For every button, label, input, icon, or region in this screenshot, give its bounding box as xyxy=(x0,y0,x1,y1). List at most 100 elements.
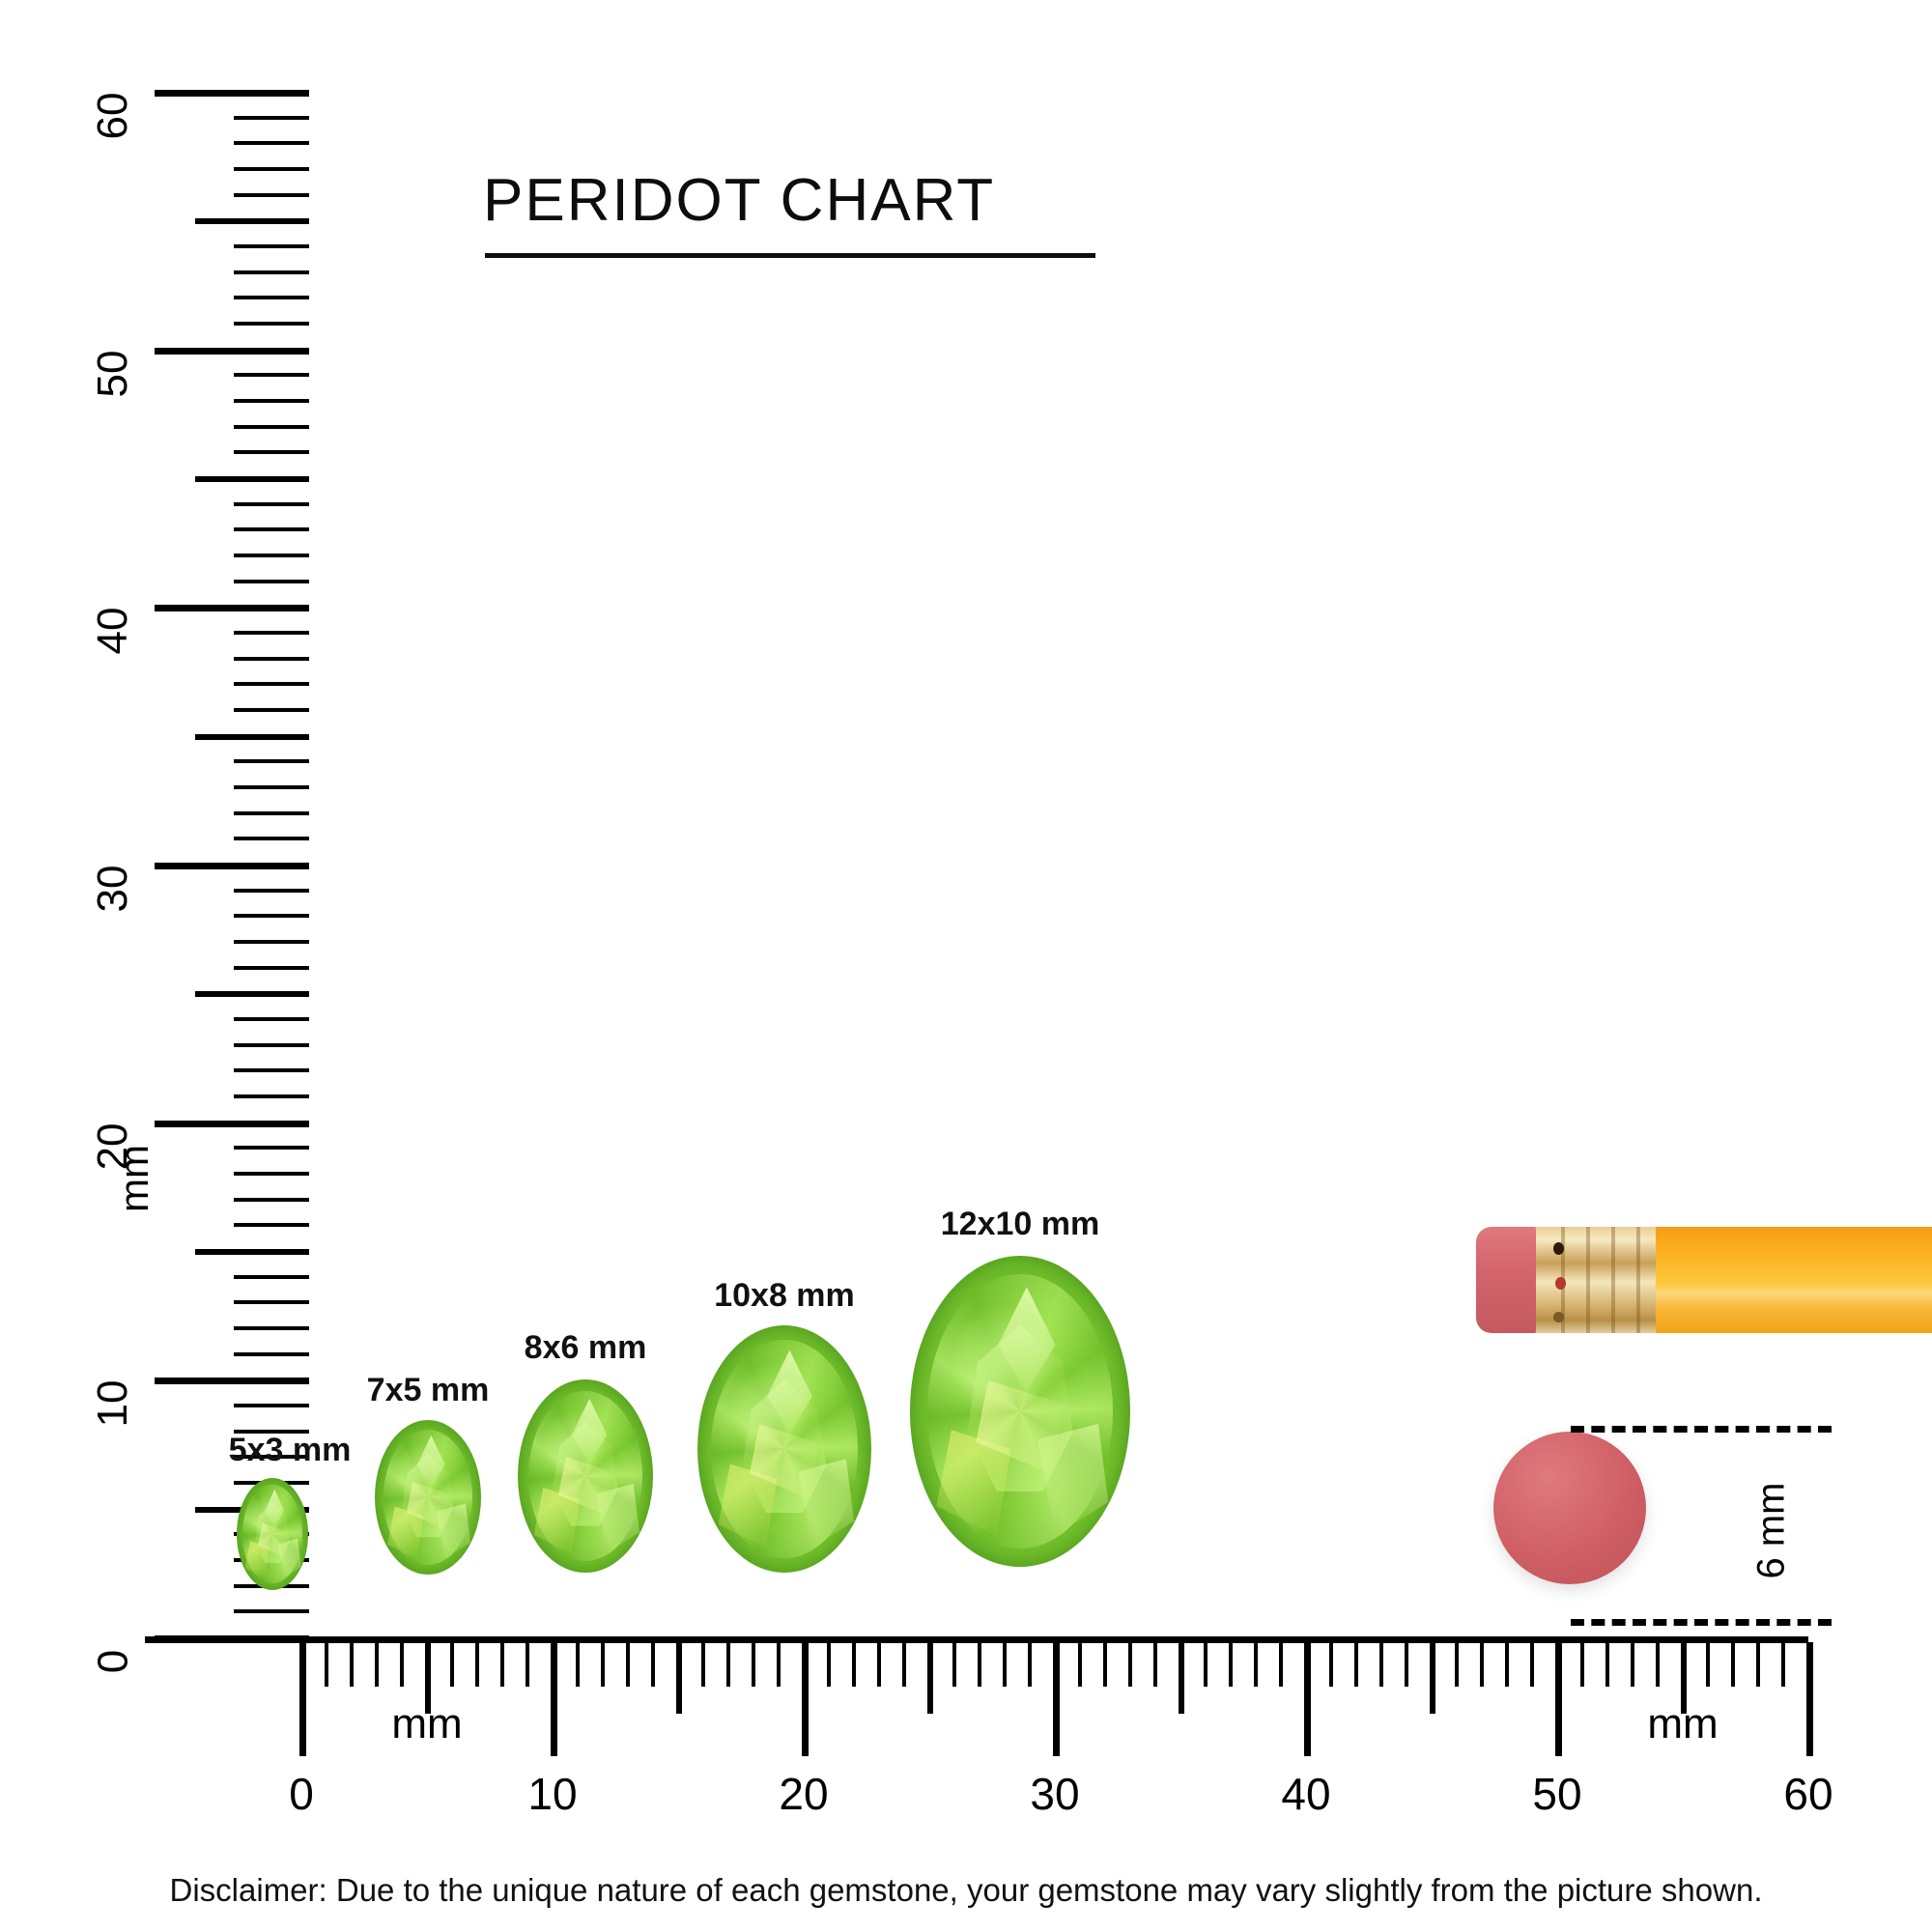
vertical-ruler-tick-label: 50 xyxy=(89,350,136,398)
vertical-ruler-minor-tick xyxy=(234,1042,309,1047)
vertical-ruler-minor-tick xyxy=(234,373,309,378)
vertical-ruler-minor-tick xyxy=(234,1300,309,1305)
horizontal-ruler-tick-label: 10 xyxy=(527,1769,578,1819)
ferrule-ring-icon xyxy=(1636,1227,1640,1333)
horizontal-ruler-minor-tick xyxy=(1204,1642,1208,1687)
horizontal-ruler-major-tick xyxy=(1806,1642,1813,1756)
vertical-ruler-minor-tick xyxy=(234,1172,309,1176)
horizontal-ruler-minor-tick xyxy=(1279,1642,1283,1687)
vertical-ruler-minor-tick xyxy=(234,1197,309,1202)
horizontal-ruler-minor-tick xyxy=(1605,1642,1609,1687)
horizontal-ruler-major-tick xyxy=(1053,1642,1060,1756)
horizontal-ruler-mid-tick xyxy=(1430,1642,1435,1714)
horizontal-ruler-minor-tick xyxy=(1455,1642,1459,1687)
vertical-ruler-minor-tick xyxy=(234,940,309,944)
vertical-ruler-minor-tick xyxy=(234,554,309,557)
ferrule-crimp-dot-icon xyxy=(1553,1242,1564,1255)
horizontal-ruler-minor-tick xyxy=(350,1642,354,1687)
vertical-ruler-minor-tick xyxy=(234,1017,309,1021)
horizontal-ruler-minor-tick xyxy=(1781,1642,1785,1687)
horizontal-ruler-baseline xyxy=(145,1636,1808,1643)
horizontal-ruler-minor-tick xyxy=(1329,1642,1333,1687)
horizontal-ruler-minor-tick xyxy=(726,1642,730,1687)
vertical-ruler-minor-tick xyxy=(234,1404,309,1407)
vertical-ruler-minor-tick xyxy=(234,837,309,841)
horizontal-ruler-minor-tick xyxy=(1028,1642,1032,1687)
horizontal-ruler-major-tick xyxy=(551,1642,557,1756)
horizontal-ruler-mid-tick xyxy=(676,1642,682,1714)
disclaimer-text: Disclaimer: Due to the unique nature of … xyxy=(169,1872,1763,1908)
vertical-ruler-major-tick xyxy=(155,347,309,355)
horizontal-ruler-minor-tick xyxy=(1254,1642,1258,1687)
gemstone-oval xyxy=(375,1420,481,1575)
vertical-ruler-unit-label: mm xyxy=(110,1145,156,1212)
gemstone-oval xyxy=(910,1256,1130,1567)
vertical-ruler-major-tick xyxy=(155,1120,309,1127)
vertical-ruler-minor-tick xyxy=(234,682,309,687)
vertical-ruler-minor-tick xyxy=(234,192,309,197)
vertical-ruler-minor-tick xyxy=(234,1274,309,1279)
horizontal-ruler-tick-label: 50 xyxy=(1532,1769,1582,1819)
gemstone-oval xyxy=(518,1379,653,1573)
horizontal-ruler-minor-tick xyxy=(576,1642,580,1687)
vertical-ruler-tick-label: 10 xyxy=(89,1379,136,1428)
horizontal-ruler-minor-tick xyxy=(400,1642,404,1687)
horizontal-ruler-minor-tick xyxy=(500,1642,504,1687)
gemstone-size-label: 12x10 mm xyxy=(940,1206,1100,1242)
ferrule-ring-icon xyxy=(1586,1227,1590,1333)
vertical-ruler-minor-tick xyxy=(234,424,309,429)
horizontal-ruler-minor-tick xyxy=(1128,1642,1132,1687)
horizontal-ruler-mid-tick xyxy=(927,1642,933,1714)
horizontal-ruler-tick-label: 20 xyxy=(779,1769,829,1819)
vertical-ruler-minor-tick xyxy=(234,759,309,764)
horizontal-ruler-major-tick xyxy=(802,1642,809,1756)
vertical-ruler-minor-tick xyxy=(234,579,309,583)
vertical-ruler-mid-tick xyxy=(195,476,309,482)
horizontal-ruler-minor-tick xyxy=(375,1642,379,1687)
horizontal-ruler-mid-tick xyxy=(425,1642,431,1714)
vertical-ruler-minor-tick xyxy=(234,527,309,532)
horizontal-ruler-unit-label: mm xyxy=(391,1700,463,1747)
horizontal-ruler-minor-tick xyxy=(877,1642,881,1687)
horizontal-ruler-minor-tick xyxy=(902,1642,906,1687)
vertical-ruler-minor-tick xyxy=(234,1609,309,1614)
vertical-ruler-minor-tick xyxy=(234,785,309,789)
gemstone-facet xyxy=(277,1538,301,1579)
ferrule-ring-icon xyxy=(1611,1227,1615,1333)
horizontal-ruler-mid-tick xyxy=(1179,1642,1184,1714)
horizontal-ruler-major-tick xyxy=(1555,1642,1562,1756)
vertical-ruler-minor-tick xyxy=(234,296,309,300)
vertical-ruler-major-tick xyxy=(155,90,309,97)
vertical-ruler-minor-tick xyxy=(234,1068,309,1073)
dimension-line-top xyxy=(1571,1426,1832,1433)
vertical-ruler-minor-tick xyxy=(234,1351,309,1356)
horizontal-ruler-minor-tick xyxy=(701,1642,705,1687)
gemstone-size-label: 7x5 mm xyxy=(366,1372,490,1408)
vertical-ruler-tick-label: 40 xyxy=(89,607,136,655)
vertical-ruler-minor-tick xyxy=(234,167,309,171)
ferrule-crimp-dot-icon xyxy=(1555,1277,1566,1290)
vertical-ruler-minor-tick xyxy=(234,631,309,635)
vertical-ruler-tick-label: 30 xyxy=(89,865,136,913)
horizontal-ruler-mid-tick xyxy=(1681,1642,1687,1714)
vertical-ruler-minor-tick xyxy=(234,115,309,120)
horizontal-ruler-minor-tick xyxy=(852,1642,856,1687)
vertical-ruler-minor-tick xyxy=(234,1146,309,1151)
horizontal-ruler-tick-label: 0 xyxy=(289,1769,314,1819)
horizontal-ruler-minor-tick xyxy=(526,1642,529,1687)
horizontal-ruler-unit-label: mm xyxy=(1647,1700,1719,1747)
horizontal-ruler-major-tick xyxy=(299,1642,306,1756)
vertical-ruler-minor-tick xyxy=(234,965,309,970)
horizontal-ruler-minor-tick xyxy=(1656,1642,1660,1687)
vertical-ruler-minor-tick xyxy=(234,656,309,661)
horizontal-ruler-minor-tick xyxy=(1229,1642,1233,1687)
vertical-ruler-major-tick xyxy=(155,1378,309,1385)
vertical-ruler-minor-tick xyxy=(234,914,309,919)
pencil-eraser-disc xyxy=(1493,1432,1646,1584)
vertical-ruler-mid-tick xyxy=(195,991,309,998)
vertical-ruler-minor-tick xyxy=(234,1429,309,1434)
horizontal-ruler-minor-tick xyxy=(1706,1642,1710,1687)
title-underline-rule xyxy=(485,253,1095,258)
horizontal-ruler-tick-label: 60 xyxy=(1783,1769,1833,1819)
